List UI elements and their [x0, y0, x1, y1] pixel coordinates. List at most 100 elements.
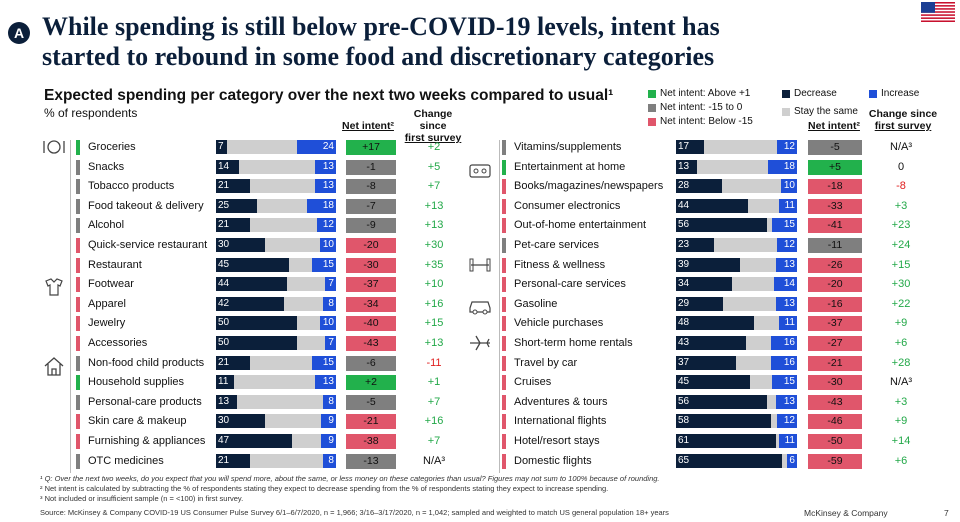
right-change-value: N/A³ — [890, 141, 912, 153]
left-net-intent: -37 — [346, 277, 396, 293]
right-row-marker — [502, 375, 506, 391]
left-row-marker — [76, 296, 80, 312]
left-net-intent: -5 — [346, 394, 396, 410]
left-bar-decrease: 25 — [216, 198, 257, 213]
left-row-label: Household supplies — [88, 376, 185, 389]
left-bar-decrease: 11 — [216, 375, 234, 390]
right-bar-decrease: 17 — [676, 140, 704, 154]
right-bar-increase: 18 — [767, 159, 797, 174]
left-change-value: +7 — [427, 435, 441, 447]
right-bar-same — [676, 140, 797, 154]
legend-same: Stay the same — [782, 106, 858, 117]
left-change-value: +13 — [424, 337, 444, 349]
right-bar-decrease: 48 — [676, 316, 755, 331]
left-change-value: +35 — [424, 258, 444, 271]
right-bar-same — [676, 218, 797, 233]
right-row-marker — [502, 159, 506, 175]
right-bar-decrease: 29 — [676, 296, 724, 311]
left-net-intent: -34 — [346, 296, 396, 312]
left-row-label: Groceries — [88, 141, 136, 153]
right-bar-increase: 13 — [775, 296, 797, 311]
right-row-marker — [502, 257, 506, 273]
left-bar-decrease: 47 — [216, 434, 293, 448]
right-bar-same — [676, 394, 797, 409]
fitness-icon — [469, 258, 491, 272]
right-bar-decrease: 56 — [676, 218, 768, 233]
left-bar-decrease: 21 — [216, 453, 251, 468]
left-bar-increase: 10 — [319, 238, 336, 252]
left-row-marker — [76, 434, 80, 449]
footnote-2: ² Net intent is calculated by subtractin… — [40, 484, 609, 493]
left-row-marker — [76, 453, 80, 469]
left-row-marker — [76, 336, 80, 351]
left-row-label: Non-food child products — [88, 356, 205, 369]
right-bar-increase: 10 — [780, 179, 797, 194]
right-row-marker — [502, 336, 506, 351]
right-bar-increase: 11 — [779, 434, 797, 448]
left-row-marker — [76, 218, 80, 234]
right-row-label: Adventures & tours — [514, 395, 608, 408]
left-bar-decrease: 30 — [216, 238, 265, 252]
apparel-icon — [45, 278, 63, 296]
right-bar-increase: 15 — [772, 375, 797, 390]
left-change-value: +2 — [427, 141, 441, 153]
right-bar-decrease: 58 — [676, 414, 771, 429]
right-bar-same — [676, 453, 797, 468]
left-row-label: Footwear — [88, 278, 134, 291]
home-icon — [44, 357, 64, 376]
left-bar-increase: 13 — [314, 375, 336, 390]
right-bar-increase: 12 — [777, 238, 797, 252]
right-row-marker — [502, 277, 506, 293]
us-flag-icon — [921, 2, 955, 22]
legend-decrease: Decrease — [782, 88, 837, 99]
title-line-1: While spending is still below pre-COVID-… — [42, 12, 720, 41]
source-note: Source: McKinsey & Company COVID-19 US C… — [40, 508, 669, 517]
left-net-intent: -7 — [346, 198, 396, 214]
left-net-intent: -6 — [346, 355, 396, 371]
left-bar-decrease: 50 — [216, 316, 297, 331]
right-row-label: Out-of-home entertainment — [514, 219, 647, 232]
left-bar-decrease: 21 — [216, 355, 251, 370]
left-row-label: Food takeout & delivery — [88, 199, 204, 212]
right-bar-same — [676, 316, 797, 331]
left-row-marker — [76, 140, 80, 155]
footnote-3: ³ Not included or insufficient sample (n… — [40, 494, 244, 503]
left-change-value: +15 — [424, 317, 444, 330]
right-change-value: +9 — [894, 317, 908, 330]
left-row-label: Accessories — [88, 337, 148, 349]
left-chart: Groceries 7 24 +17 +2 Snacks 14 13 -1 +5 Tobacco p… — [70, 140, 445, 474]
right-bar-increase: 13 — [775, 257, 797, 272]
right-bar-decrease: 45 — [676, 375, 750, 390]
right-bar-decrease: 37 — [676, 355, 737, 370]
left-row-marker — [76, 375, 80, 391]
right-net-intent: -59 — [808, 453, 862, 469]
right-row-marker — [502, 394, 506, 410]
right-bar-same — [676, 336, 797, 350]
left-net-intent: -13 — [346, 453, 396, 469]
left-bar-decrease: 42 — [216, 296, 285, 311]
right-bar-increase: 15 — [772, 218, 797, 233]
right-row-label: Hotel/resort stays — [514, 435, 600, 447]
title-line-2: started to rebound in some food and disc… — [42, 42, 715, 71]
right-change-value: +6 — [894, 337, 908, 349]
left-net-intent: +2 — [346, 375, 396, 391]
left-net-intent: -8 — [346, 179, 396, 195]
right-bar-increase: 11 — [779, 198, 797, 213]
right-bar-increase: 12 — [777, 140, 797, 154]
right-change-value: +3 — [894, 199, 908, 212]
right-row-marker — [502, 316, 506, 332]
left-change-value: +13 — [424, 199, 444, 212]
right-bar-decrease: 28 — [676, 179, 722, 194]
left-row-label: Furnishing & appliances — [88, 435, 206, 447]
right-row-label: Fitness & wellness — [514, 258, 606, 271]
right-bar-decrease: 56 — [676, 394, 768, 409]
right-net-intent: -21 — [808, 355, 862, 371]
left-row-label: Restaurant — [88, 258, 142, 271]
left-bar-increase: 10 — [319, 316, 336, 331]
right-row-label: Pet-care services — [514, 239, 599, 251]
left-bar-decrease: 13 — [216, 394, 238, 409]
right-bar-decrease: 61 — [676, 434, 776, 448]
right-net-intent: -11 — [808, 238, 862, 253]
right-row-label: Cruises — [514, 376, 552, 389]
left-row-marker — [76, 238, 80, 253]
